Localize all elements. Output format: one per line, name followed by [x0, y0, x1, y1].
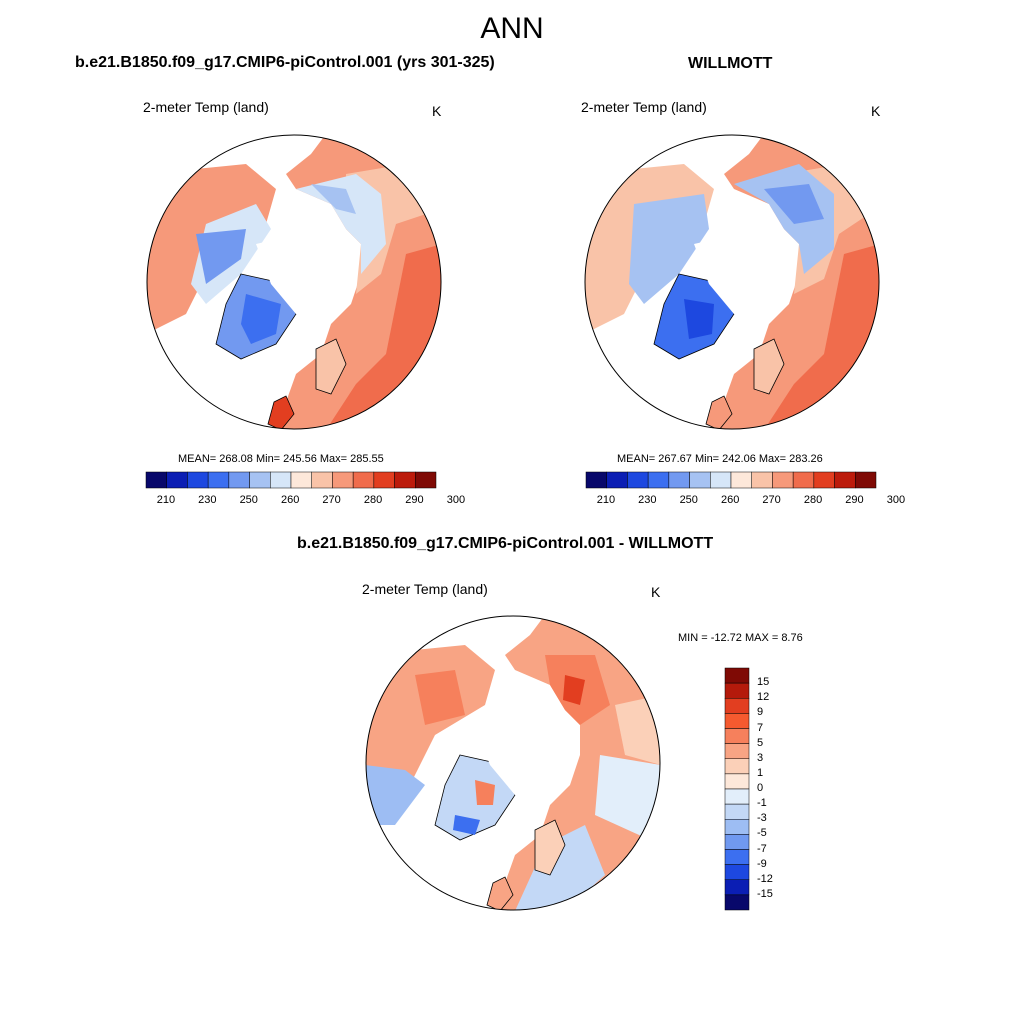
panel-1-polar-map — [146, 134, 442, 430]
colorbar-tick-label: -7 — [757, 842, 767, 855]
colorbar-swatch — [606, 471, 628, 489]
colorbar-swatch — [792, 471, 815, 489]
colorbar-tick-label: 270 — [762, 494, 781, 506]
panel-2-polar-map — [584, 134, 880, 430]
colorbar-swatch — [207, 471, 230, 489]
colorbar-tick-label: 5 — [757, 736, 764, 749]
colorbar-swatch — [813, 471, 835, 489]
panel-3-polar-map — [365, 615, 661, 911]
colorbar-swatch — [166, 471, 188, 489]
colorbar-swatch — [724, 758, 750, 775]
colorbar-swatch — [228, 471, 250, 489]
colorbar-swatch — [311, 471, 333, 489]
colorbar-swatch — [145, 471, 167, 489]
colorbar-tick-label: 15 — [757, 676, 770, 689]
colorbar-tick-label: -9 — [757, 857, 767, 870]
colorbar-swatch — [290, 471, 312, 489]
colorbar-swatch — [627, 471, 649, 489]
colorbar-swatch — [724, 773, 750, 790]
colorbar-tick-label: 300 — [886, 494, 906, 506]
colorbar-tick-label: -3 — [757, 812, 767, 825]
colorbar-tick-label: 250 — [679, 494, 698, 506]
colorbar-tick-label: 210 — [156, 494, 176, 506]
colorbar-swatch — [834, 471, 856, 489]
colorbar-swatch — [724, 834, 750, 850]
panel-3-units-label: K — [651, 584, 661, 600]
colorbar-tick-label: -12 — [757, 872, 773, 885]
panel-2-variable-label: 2-meter Temp (land) — [581, 99, 707, 115]
colorbar-swatch — [730, 471, 752, 489]
colorbar-swatch — [855, 471, 877, 489]
colorbar-swatch — [415, 471, 437, 489]
colorbar-swatch — [724, 803, 750, 820]
colorbar-swatch — [724, 682, 750, 699]
panel-3-variable-label: 2-meter Temp (land) — [362, 581, 488, 597]
colorbar-swatch — [352, 471, 375, 489]
colorbar-swatch — [332, 471, 354, 489]
colorbar-swatch — [689, 471, 711, 489]
colorbar-swatch — [724, 788, 750, 805]
colorbar-tick-label: 290 — [405, 494, 424, 506]
panel-1-british-isles-land — [267, 395, 295, 429]
colorbar-swatch — [724, 728, 750, 744]
colorbar-swatch — [270, 471, 292, 489]
panel-1-stats: MEAN= 268.08 Min= 245.56 Max= 285.55 — [178, 453, 384, 465]
panel-1-units-label: K — [432, 103, 442, 119]
colorbar-swatch — [585, 471, 607, 489]
colorbar-tick-label: -1 — [757, 797, 767, 810]
panel-2-stats: MEAN= 267.67 Min= 242.06 Max= 283.26 — [617, 453, 823, 465]
colorbar-swatch — [668, 471, 690, 489]
colorbar-swatch — [710, 471, 732, 489]
colorbar-tick-label: 290 — [845, 494, 864, 506]
colorbar-swatch — [187, 471, 209, 489]
panel-1-scandinavia-land — [315, 338, 347, 395]
panel-2-units-label: K — [871, 103, 881, 119]
colorbar-tick-label: 0 — [757, 782, 764, 794]
colorbar-swatch — [724, 698, 750, 714]
colorbar-swatch — [724, 864, 750, 880]
panel-1-variable-label: 2-meter Temp (land) — [143, 99, 269, 115]
colorbar-tick-label: 210 — [596, 494, 616, 506]
colorbar-swatch — [647, 471, 670, 489]
colorbar-tick-label: 260 — [721, 494, 740, 506]
colorbar-swatch — [724, 819, 750, 835]
colorbar-tick-label: 3 — [757, 751, 764, 764]
colorbar-swatch — [394, 471, 416, 489]
panel-2-title: WILLMOTT — [688, 55, 773, 72]
figure-title: ANN — [480, 12, 544, 45]
panel-3-title: b.e21.B1850.f09_g17.CMIP6-piControl.001 … — [297, 535, 714, 552]
colorbar-tick-label: -15 — [757, 887, 773, 900]
colorbar-tick-label: 250 — [239, 494, 258, 506]
colorbar-swatch — [249, 471, 271, 489]
colorbar-swatch — [772, 471, 794, 489]
colorbar-tick-label: 1 — [757, 766, 764, 779]
colorbar-tick-label: 7 — [757, 721, 764, 734]
colorbar-tick-label: 9 — [757, 706, 764, 719]
colorbar-tick-label: 12 — [757, 691, 770, 704]
panel-1-colorbar — [145, 471, 437, 489]
colorbar-swatch — [724, 743, 750, 759]
colorbar-tick-label: 230 — [198, 494, 217, 506]
colorbar-swatch — [724, 667, 750, 684]
colorbar-swatch — [751, 471, 773, 489]
colorbar-tick-label: 280 — [803, 494, 823, 506]
colorbar-tick-label: -5 — [757, 827, 767, 840]
colorbar-swatch — [724, 894, 750, 911]
colorbar-swatch — [373, 471, 395, 489]
colorbar-swatch — [724, 879, 750, 896]
colorbar-swatch — [724, 713, 750, 729]
panel-3-colorbar — [724, 667, 750, 911]
panel-3-stats: MIN = -12.72 MAX = 8.76 — [678, 632, 803, 644]
panel-1-title: b.e21.B1850.f09_g17.CMIP6-piControl.001 … — [75, 54, 495, 71]
colorbar-tick-label: 270 — [322, 494, 341, 506]
colorbar-tick-label: 280 — [363, 494, 383, 506]
colorbar-tick-label: 260 — [281, 494, 300, 506]
colorbar-swatch — [724, 849, 750, 865]
colorbar-tick-label: 230 — [638, 494, 657, 506]
colorbar-tick-label: 300 — [446, 494, 466, 506]
panel-2-colorbar — [585, 471, 877, 489]
